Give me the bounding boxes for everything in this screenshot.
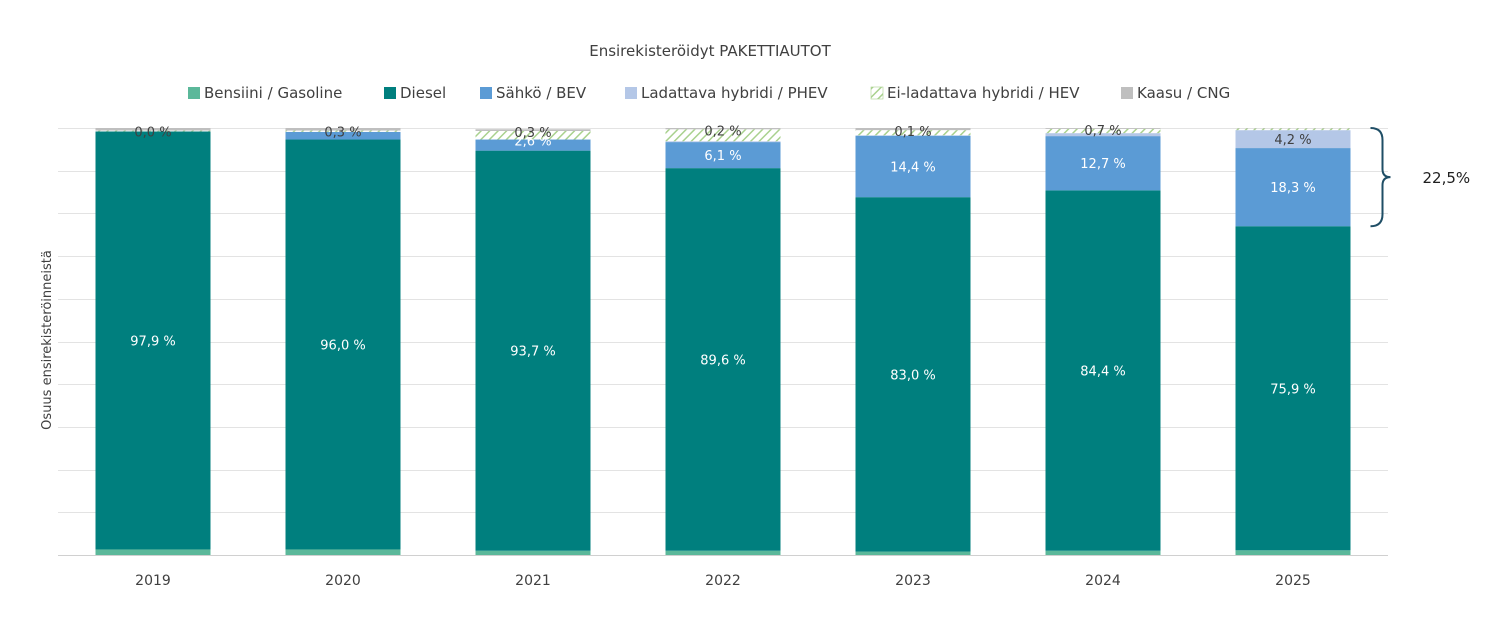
bar-bensiini-gasoline-2022	[665, 550, 781, 555]
bar-ei-ladattava-hybridi-hev-2025	[1235, 128, 1351, 131]
bar-kaasu-cng-2024	[1045, 128, 1161, 129]
bar-diesel-2023	[855, 197, 971, 552]
bar-diesel-2020	[285, 139, 401, 550]
bar-bensiini-gasoline-2019	[95, 549, 211, 555]
legend-swatch	[480, 87, 492, 99]
legend-swatch	[625, 87, 637, 99]
legend: Bensiini / Gasoline Diesel Sähkö / BEV Lada…	[188, 84, 1230, 102]
bar-bensiini-gasoline-2024	[1045, 550, 1161, 555]
bar-ei-ladattava-hybridi-hev-2020	[285, 130, 401, 132]
bar-s-hk-bev-2025	[1235, 148, 1351, 227]
bar-s-hk-bev-2024	[1045, 136, 1161, 191]
legend-item-s-hk-bev: Sähkö / BEV	[480, 84, 587, 102]
legend-label: Ei-ladattava hybridi / HEV	[887, 84, 1080, 102]
legend-item-diesel: Diesel	[384, 84, 446, 102]
legend-swatch	[1121, 87, 1133, 99]
data-label-ei-ladattava-hybridi-hev-2022: 0,2 %	[704, 124, 741, 139]
bar-bensiini-gasoline-2025	[1235, 550, 1351, 555]
data-label-ei-ladattava-hybridi-hev-2019: 0,0 %	[134, 126, 171, 141]
data-label-diesel-2024: 84,4 %	[1080, 365, 1125, 380]
legend-label: Kaasu / CNG	[1137, 84, 1230, 102]
bar-kaasu-cng-2022	[665, 128, 781, 130]
x-tick-label-2019: 2019	[135, 573, 171, 589]
bar-ladattava-hybridi-phev-2024	[1045, 133, 1161, 137]
bar-ei-ladattava-hybridi-hev-2019	[95, 130, 211, 132]
legend-item-bensiini-gasoline: Bensiini / Gasoline	[188, 84, 342, 102]
data-label-s-hk-bev-2024: 12,7 %	[1080, 157, 1125, 172]
brace	[1370, 127, 1391, 228]
y-axis-label: Osuus ensirekisteröinneistä	[40, 250, 55, 430]
bar-ladattava-hybridi-phev-2025	[1235, 130, 1351, 149]
bar-bensiini-gasoline-2023	[855, 551, 971, 555]
legend-label: Sähkö / BEV	[496, 84, 587, 102]
bar-diesel-2024	[1045, 190, 1161, 551]
data-labels: 97,9 %0,0 %96,0 %0,3 %93,7 %2,6 %0,3 %89…	[130, 124, 1315, 397]
bar-ei-ladattava-hybridi-hev-2022	[665, 129, 781, 142]
bar-kaasu-cng-2021	[475, 129, 591, 131]
data-label-ei-ladattava-hybridi-hev-2024: 0,7 %	[1084, 124, 1121, 139]
legend-label: Bensiini / Gasoline	[204, 84, 342, 102]
bar-s-hk-bev-2020	[285, 131, 401, 140]
legend-label: Diesel	[400, 84, 446, 102]
data-label-diesel-2023: 83,0 %	[890, 368, 935, 383]
x-tick-label-2023: 2023	[895, 573, 931, 589]
data-label-diesel-2025: 75,9 %	[1270, 382, 1315, 397]
data-label-diesel-2022: 89,6 %	[700, 353, 745, 368]
data-label-diesel-2020: 96,0 %	[320, 338, 365, 353]
x-tick-label-2024: 2024	[1085, 573, 1121, 589]
annotation: 22,5%	[1370, 127, 1471, 228]
bar-s-hk-bev-2023	[855, 135, 971, 198]
legend-label: Ladattava hybridi / PHEV	[641, 84, 828, 102]
bar-diesel-2025	[1235, 226, 1351, 551]
bar-s-hk-bev-2022	[665, 142, 781, 169]
bar-ei-ladattava-hybridi-hev-2023	[855, 130, 971, 136]
legend-swatch	[384, 87, 396, 99]
x-tick-label-2021: 2021	[515, 573, 551, 589]
bar-s-hk-bev-2021	[475, 139, 591, 151]
bar-diesel-2021	[475, 150, 591, 551]
chart-title: Ensirekisteröidyt PAKETTIAUTOT	[589, 42, 831, 60]
bar-ladattava-hybridi-phev-2022	[665, 141, 781, 143]
x-tick-label-2022: 2022	[705, 573, 741, 589]
bar-diesel-2019	[95, 131, 211, 550]
data-label-s-hk-bev-2021: 2,6 %	[514, 135, 551, 150]
x-tick-label-2025: 2025	[1275, 573, 1311, 589]
bar-kaasu-cng-2023	[855, 128, 971, 131]
bars	[95, 128, 1351, 555]
data-label-s-hk-bev-2025: 18,3 %	[1270, 181, 1315, 196]
x-axis-ticks: 2019 2020 2021 2022 2023 2024 2025	[135, 573, 1311, 589]
legend-swatch	[870, 86, 884, 100]
legend-item-ei-ladattava-hybridi-hev: Ei-ladattava hybridi / HEV	[870, 84, 1080, 102]
bar-diesel-2022	[665, 168, 781, 551]
bar-bensiini-gasoline-2020	[285, 549, 401, 555]
legend-swatch	[188, 87, 200, 99]
data-label-ladattava-hybridi-phev-2025: 4,2 %	[1274, 133, 1311, 148]
bar-ei-ladattava-hybridi-hev-2021	[475, 130, 591, 140]
legend-item-ladattava-hybridi-phev: Ladattava hybridi / PHEV	[625, 84, 828, 102]
data-label-diesel-2021: 93,7 %	[510, 345, 555, 360]
data-label-diesel-2019: 97,9 %	[130, 334, 175, 349]
data-label-ei-ladattava-hybridi-hev-2021: 0,3 %	[514, 126, 551, 141]
data-label-ei-ladattava-hybridi-hev-2023: 0,1 %	[894, 125, 931, 140]
bar-kaasu-cng-2019	[95, 128, 211, 131]
x-tick-label-2020: 2020	[325, 573, 361, 589]
brace-label: 22,5%	[1423, 169, 1471, 187]
bar-bensiini-gasoline-2021	[475, 550, 591, 555]
bar-ei-ladattava-hybridi-hev-2024	[1045, 128, 1161, 134]
bar-kaasu-cng-2020	[285, 128, 401, 131]
data-label-s-hk-bev-2022: 6,1 %	[704, 149, 741, 164]
data-label-s-hk-bev-2023: 14,4 %	[890, 160, 935, 175]
legend-item-kaasu-cng: Kaasu / CNG	[1121, 84, 1230, 102]
data-label-ei-ladattava-hybridi-hev-2020: 0,3 %	[324, 126, 361, 141]
